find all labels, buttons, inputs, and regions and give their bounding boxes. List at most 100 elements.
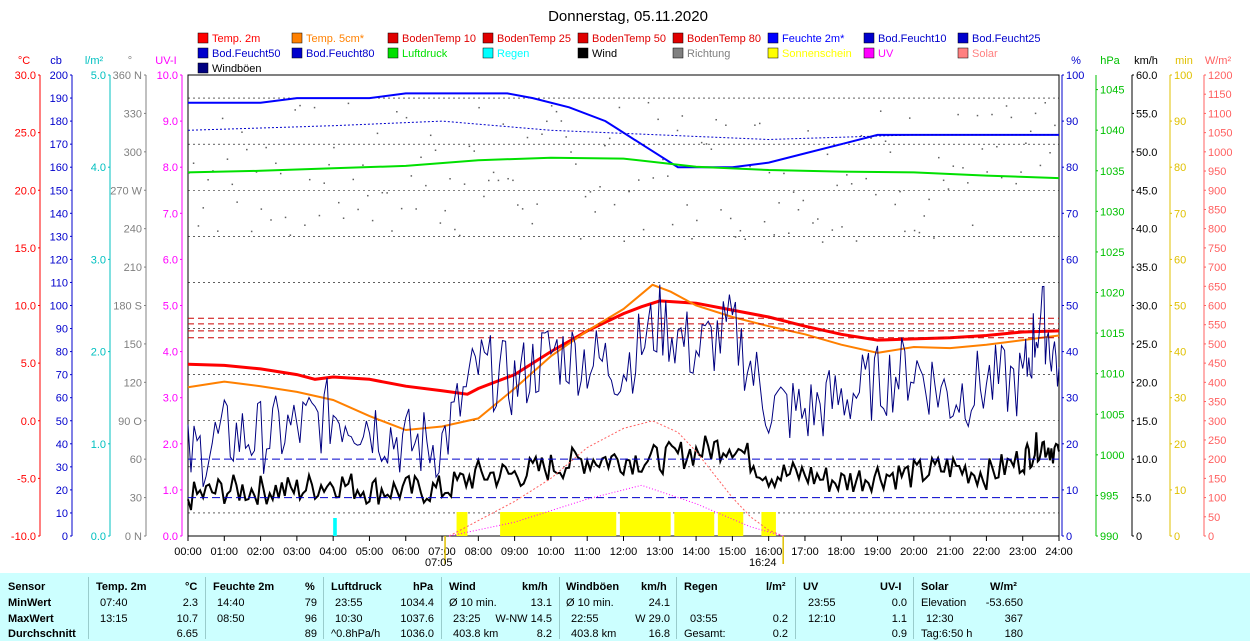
axis-tick-label: 1020 — [1100, 288, 1124, 300]
axis-tick-label: 0 N — [125, 531, 142, 543]
direction-point — [202, 207, 205, 209]
direction-point — [763, 220, 766, 223]
uv-max-value: 1.1 — [891, 613, 907, 625]
series-bod-feucht10 — [187, 120, 1059, 141]
axis-tick-label: 800 — [1208, 224, 1226, 236]
axis-tick-label: 1.0 — [91, 439, 106, 451]
direction-point — [652, 177, 655, 179]
direction-point — [376, 132, 379, 135]
axis-tick-label: 1100 — [1208, 108, 1232, 120]
axis-tick-label: 15.0 — [1136, 416, 1157, 428]
x-tick-label: 22:00 — [973, 546, 1001, 558]
series-solar — [449, 420, 784, 537]
direction-point — [860, 134, 863, 137]
legend-label: Luftdruck — [402, 48, 448, 60]
axis-tick-label: 0.0 — [163, 531, 178, 543]
axis-tick-label: 150 — [124, 339, 142, 351]
direction-point — [391, 230, 393, 232]
rain-max-value: 0.2 — [772, 613, 788, 625]
axis-tick-label: 1040 — [1100, 125, 1124, 137]
axis-tick-label: 25.0 — [15, 128, 36, 140]
direction-point — [826, 153, 829, 156]
weather-chart: Donnerstag, 05.11.2020 Temp. 2m Temp. 5cm… — [10, 8, 1233, 569]
axis-tick-label: 300 — [124, 147, 142, 159]
x-tick-label: 14:00 — [682, 546, 710, 558]
direction-point — [783, 172, 785, 175]
axis-unit: ° — [128, 55, 132, 67]
x-tick-label: 05:00 — [356, 546, 384, 558]
legend-label: BodenTemp 50 — [592, 33, 666, 45]
direction-point — [468, 145, 471, 148]
direction-point — [270, 219, 272, 221]
direction-point — [836, 184, 838, 187]
direction-point — [996, 145, 998, 148]
direction-point — [671, 223, 674, 226]
axis-tick-label: 50 — [56, 416, 68, 428]
series-wind — [187, 432, 1060, 511]
axis-tick-label: 6.0 — [163, 254, 178, 266]
stats-header-rain-unit: l/m² — [766, 581, 786, 593]
axis-tick-label: 60 — [1066, 254, 1078, 266]
stats-header-gust-unit: km/h — [641, 581, 667, 593]
axis-tick-label: 210 — [124, 262, 142, 274]
press-min-value: 1034.4 — [400, 597, 434, 609]
axis-tick-label: 4.0 — [163, 347, 178, 359]
direction-point — [265, 146, 267, 149]
legend-label: Bod.Feucht10 — [878, 33, 947, 45]
axis-tick-label: 80 — [56, 347, 68, 359]
x-tick-label: 19:00 — [864, 546, 892, 558]
legend-swatch — [197, 32, 209, 44]
legend-label: Temp. 5cm* — [306, 33, 365, 45]
direction-point — [686, 204, 688, 206]
direction-point — [667, 175, 669, 177]
x-tick-label: 17:00 — [791, 546, 819, 558]
axis-tick-label: 0 — [62, 531, 68, 543]
direction-point — [1034, 112, 1037, 115]
direction-point — [710, 148, 713, 150]
direction-point — [705, 143, 708, 145]
direction-point — [507, 177, 509, 180]
direction-point — [429, 134, 432, 137]
direction-point — [463, 183, 466, 185]
rain-bar — [333, 518, 337, 536]
direction-point — [575, 163, 577, 165]
direction-point — [739, 229, 742, 232]
statistics-table: Sensor MinWert MaxWert Durchschnitt Temp… — [0, 573, 1250, 641]
rain-max-time: 03:55 — [690, 613, 718, 625]
direction-point — [715, 118, 717, 121]
press-min-time: 23:55 — [335, 597, 363, 609]
x-tick-label: 11:00 — [574, 546, 601, 558]
legend-swatch — [957, 47, 969, 59]
direction-point — [323, 182, 325, 184]
direction-point — [589, 191, 592, 193]
x-tick-label: 23:00 — [1009, 546, 1037, 558]
solar-avg-value: 180 — [1004, 628, 1023, 640]
axis-tick-label: 150 — [1208, 473, 1226, 485]
x-tick-label: 18:00 — [827, 546, 855, 558]
direction-point — [1039, 164, 1042, 167]
direction-point — [357, 208, 359, 211]
direction-point — [236, 201, 238, 203]
press-trend: ^0.8hPa/h — [331, 628, 381, 640]
hum-max-time: 08:50 — [217, 613, 245, 625]
direction-point — [696, 219, 698, 222]
axis-tick-label: 360 N — [113, 70, 142, 82]
hum-min-time: 14:40 — [217, 597, 245, 609]
sunshine-bar — [500, 512, 617, 536]
direction-point — [260, 208, 263, 210]
direction-point — [449, 178, 451, 180]
legend-label: Bod.Feucht25 — [972, 33, 1041, 45]
direction-point — [425, 184, 427, 187]
direction-point — [434, 149, 437, 152]
gust-avg-value: 16.8 — [648, 628, 670, 640]
legend-label: Feuchte 2m* — [782, 33, 845, 45]
direction-point — [478, 106, 480, 109]
axis-tick-label: 3.0 — [163, 393, 178, 405]
axis-tick-label: 2.0 — [91, 347, 106, 359]
direction-point — [792, 191, 795, 193]
uv-max-time: 12:10 — [808, 613, 836, 625]
direction-point — [250, 230, 253, 233]
direction-point — [565, 136, 567, 138]
direction-point — [913, 229, 916, 232]
axis-tick-label: 300 — [1208, 416, 1226, 428]
